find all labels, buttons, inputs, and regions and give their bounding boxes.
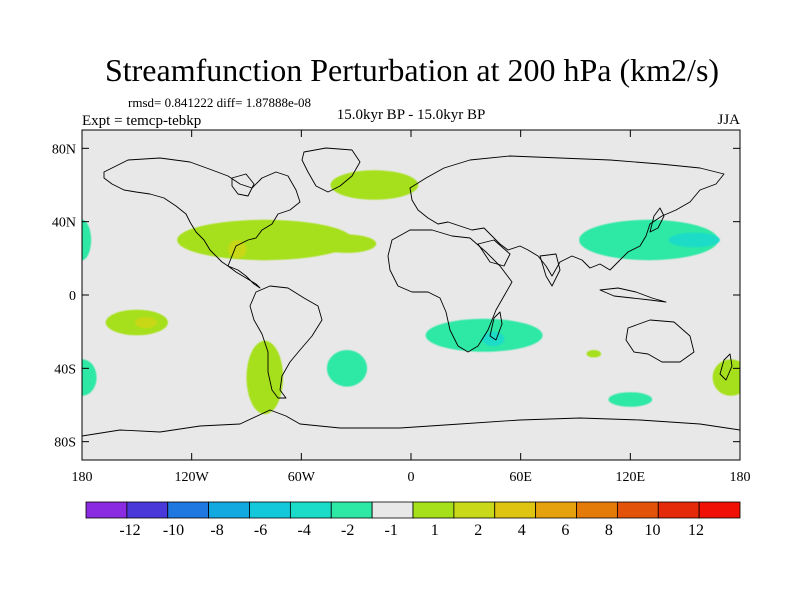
colorbar-label: -12 <box>119 522 140 539</box>
contour-region-new-zealand-positive <box>712 359 740 396</box>
x-tick-label: 180 <box>72 470 93 485</box>
colorbar-label: -1 <box>385 522 398 539</box>
x-tick-label: 180 <box>730 470 751 485</box>
colorbar-bin <box>208 501 250 519</box>
coastline-australia <box>625 319 695 363</box>
coastline-hudson-bay <box>231 173 255 197</box>
stats-line: rmsd= 0.841222 diff= 1.87888e-08 <box>128 95 311 110</box>
colorbar-label: -2 <box>341 522 354 539</box>
contour-region-west-pacific-north-minimum <box>668 232 720 248</box>
contour-region-north-atlantic-positive <box>330 170 419 200</box>
coastline-central-america <box>227 265 261 289</box>
colorbar-label: -4 <box>298 522 311 539</box>
coastline-maritime-continent <box>599 287 667 303</box>
contour-region-west-pacific-north-negative <box>579 219 719 261</box>
map-panel: 180 120W 60W 0 60E 120E 180 80N 40N 0 40S 80S <box>52 129 751 485</box>
colorbar-label: 8 <box>605 522 613 539</box>
contour-region-madagascar-minimum <box>482 331 505 347</box>
coastline-madagascar <box>489 311 503 341</box>
contour-region-atlantic-positive-tail <box>317 234 377 253</box>
y-tick-label: 40N <box>52 216 76 231</box>
x-tick-label: 0 <box>408 470 415 485</box>
colorbar-bin <box>289 501 332 519</box>
coastlines <box>82 147 740 437</box>
coastline-new-zealand <box>719 353 733 381</box>
y-tick-label: 0 <box>69 289 76 304</box>
colorbar-bin <box>249 501 291 519</box>
coastline-india <box>539 253 561 287</box>
coastline-japan <box>649 207 665 233</box>
contour-region-south-atlantic-negative <box>326 350 368 387</box>
colorbar-bin <box>616 501 659 519</box>
x-axis-ticks: 180 120W 60W 0 60E 120E 180 <box>72 130 751 485</box>
x-tick-label: 120W <box>175 470 210 485</box>
colorbar-bin <box>453 501 496 519</box>
season-label: JJA <box>717 112 740 128</box>
colorbar-label: 6 <box>561 522 569 539</box>
colorbar-bin <box>576 501 618 519</box>
colorbar-label: 2 <box>474 522 482 539</box>
contour-fields <box>82 170 740 415</box>
coastline-antarctica <box>82 409 740 437</box>
x-tick-label: 60W <box>288 470 316 485</box>
contour-region-south-america-positive <box>246 340 284 415</box>
contour-region-southern-ocean-negative <box>608 392 653 407</box>
colorbar-bin <box>126 501 169 519</box>
colorbar-bin <box>657 501 700 519</box>
y-tick-label: 80N <box>52 142 76 157</box>
colorbar-bin <box>412 501 455 519</box>
colorbar-bin <box>85 501 128 519</box>
coastline-north-america <box>103 157 301 267</box>
coastline-eurasia <box>409 155 725 277</box>
colorbar-label: -8 <box>210 522 223 539</box>
colorbar-label: -10 <box>163 522 184 539</box>
x-tick-label: 120E <box>616 470 646 485</box>
contour-region-indian-ocean-small-positive <box>586 350 602 358</box>
coastline-south-america <box>249 285 323 399</box>
colorbar: -12 -10 -8 -6 -4 -2 -1 1 2 4 6 8 10 12 <box>85 501 741 539</box>
y-tick-label: 40S <box>54 362 76 377</box>
colorbar-bin <box>494 501 537 519</box>
colorbar-bin <box>698 501 741 519</box>
colorbar-label: 10 <box>645 522 661 539</box>
y-axis-ticks: 80N 40N 0 40S 80S <box>52 142 740 451</box>
contour-region-gulf-of-mexico-maximum <box>228 240 247 259</box>
colorbar-bin <box>371 501 414 519</box>
colorbar-label: 4 <box>518 522 526 539</box>
colorbar-label: -6 <box>254 522 267 539</box>
coastline-arabia <box>477 239 511 267</box>
x-tick-label: 60E <box>509 470 532 485</box>
contour-region-east-pacific-edge-negative <box>82 219 92 261</box>
colorbar-bin <box>167 501 210 519</box>
y-tick-label: 80S <box>54 436 76 451</box>
colorbar-bin <box>535 501 577 519</box>
colorbar-label: 12 <box>688 522 704 539</box>
period-label: 15.0kyr BP - 15.0kyr BP <box>337 107 486 123</box>
contour-region-subtropical-america-positive-band <box>177 219 353 261</box>
contour-region-south-pacific-maximum <box>135 317 157 328</box>
chart-title: Streamfunction Perturbation at 200 hPa (… <box>105 52 719 88</box>
expt-label: Expt = temcp-tebkp <box>82 113 201 129</box>
coastline-africa <box>387 229 513 353</box>
coastline-greenland <box>301 147 361 193</box>
colorbar-label: 1 <box>431 522 439 539</box>
colorbar-bin <box>330 501 373 519</box>
